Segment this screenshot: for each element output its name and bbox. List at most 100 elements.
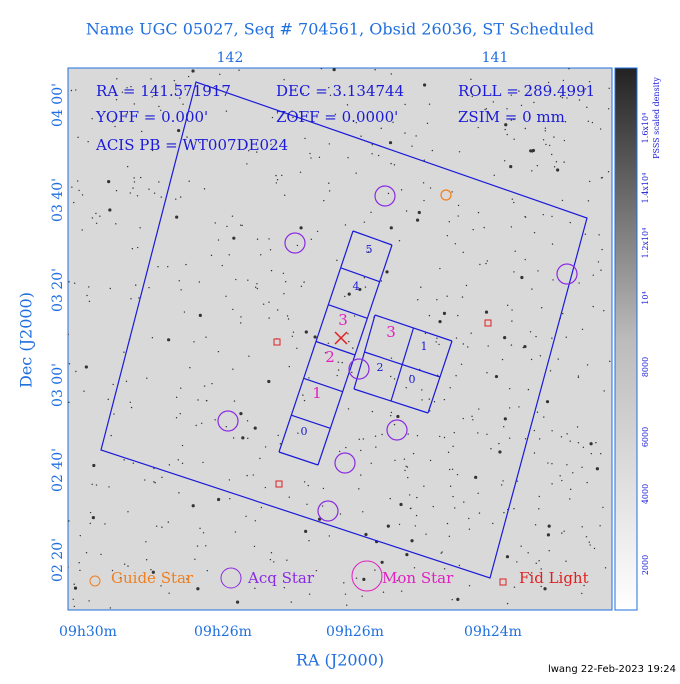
- star: [420, 286, 422, 288]
- star: [389, 497, 391, 500]
- star: [453, 431, 455, 434]
- star: [108, 208, 112, 212]
- star: [68, 333, 69, 336]
- star: [386, 524, 390, 528]
- star: [538, 508, 540, 510]
- star: [327, 342, 330, 344]
- star: [393, 423, 396, 426]
- star: [283, 194, 286, 196]
- star: [407, 433, 409, 435]
- star: [584, 88, 587, 90]
- star: [438, 343, 440, 346]
- star: [320, 68, 323, 70]
- star: [446, 234, 449, 237]
- star: [281, 174, 283, 177]
- star: [400, 189, 403, 191]
- star: [83, 390, 85, 392]
- star: [235, 600, 240, 604]
- star: [456, 597, 460, 601]
- star: [449, 485, 452, 487]
- star: [513, 201, 515, 204]
- star: [428, 398, 431, 400]
- star: [604, 567, 607, 569]
- star: [518, 90, 520, 92]
- star: [123, 459, 125, 461]
- star: [133, 103, 136, 105]
- star: [246, 420, 249, 422]
- star: [538, 438, 541, 440]
- bottom-tick-label: 09h26m: [194, 624, 252, 640]
- star: [88, 286, 90, 288]
- star: [71, 186, 73, 188]
- star: [283, 293, 285, 295]
- star: [508, 437, 511, 439]
- chip-edge: [328, 304, 368, 319]
- star: [299, 171, 302, 173]
- star: [72, 598, 74, 600]
- chip-edge: [352, 230, 393, 246]
- star: [436, 337, 438, 339]
- star: [323, 199, 325, 202]
- star: [432, 505, 434, 508]
- star: [279, 443, 282, 445]
- star: [206, 569, 209, 572]
- star: [91, 483, 93, 486]
- star: [182, 103, 184, 105]
- star: [248, 355, 250, 357]
- star: [115, 189, 118, 192]
- star: [360, 474, 362, 476]
- star: [205, 336, 207, 338]
- star: [214, 419, 216, 421]
- star: [472, 419, 474, 421]
- star: [555, 161, 558, 163]
- star: [307, 484, 310, 487]
- star: [121, 91, 124, 93]
- star: [592, 274, 594, 276]
- star: [358, 488, 360, 490]
- star: [452, 495, 454, 498]
- legend-guide: [89, 575, 101, 587]
- star: [89, 522, 91, 525]
- star: [270, 143, 272, 145]
- star: [513, 586, 516, 588]
- star: [113, 413, 115, 415]
- star: [405, 387, 407, 389]
- star: [73, 282, 76, 284]
- star: [559, 475, 561, 477]
- star: [536, 411, 539, 413]
- chip-edge: [315, 340, 356, 356]
- star: [268, 317, 270, 319]
- chip-edge: [390, 327, 415, 402]
- star: [181, 462, 184, 465]
- star: [511, 198, 514, 200]
- colorbar-label: 1.2x10⁴: [641, 228, 650, 259]
- star: [524, 438, 527, 440]
- star: [347, 292, 351, 296]
- star: [68, 281, 70, 283]
- star: [271, 116, 274, 119]
- info-text: YOFF = 0.000': [95, 108, 208, 126]
- star: [150, 568, 152, 571]
- star: [239, 322, 242, 324]
- star: [346, 104, 349, 106]
- star: [328, 190, 331, 192]
- star: [414, 525, 417, 527]
- star: [268, 238, 270, 240]
- star: [448, 535, 451, 538]
- star: [608, 87, 610, 89]
- star: [560, 436, 563, 438]
- star: [277, 434, 279, 437]
- star: [511, 309, 513, 311]
- star: [577, 376, 580, 379]
- star: [178, 492, 180, 494]
- star: [380, 127, 382, 130]
- star: [486, 433, 488, 435]
- star: [109, 287, 111, 290]
- star: [95, 212, 97, 215]
- star: [601, 248, 603, 251]
- star: [503, 511, 505, 514]
- star: [144, 479, 146, 481]
- star: [139, 227, 141, 229]
- star: [557, 358, 559, 360]
- star: [256, 287, 259, 290]
